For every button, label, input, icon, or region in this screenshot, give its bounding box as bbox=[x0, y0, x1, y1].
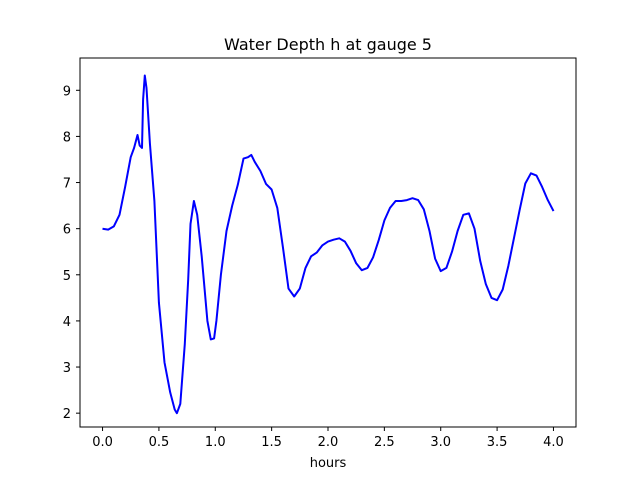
x-tick-label: 2.0 bbox=[318, 435, 339, 450]
x-axis-label: hours bbox=[310, 456, 347, 471]
x-tick-label: 2.5 bbox=[374, 435, 395, 450]
y-tick-label: 3 bbox=[63, 361, 71, 376]
x-tick-label: 1.5 bbox=[261, 435, 282, 450]
y-tick-label: 8 bbox=[63, 130, 71, 145]
x-tick-label: 1.0 bbox=[205, 435, 226, 450]
y-tick-label: 9 bbox=[63, 84, 71, 99]
x-tick-label: 3.0 bbox=[430, 435, 451, 450]
y-tick-label: 5 bbox=[63, 269, 71, 284]
y-tick-label: 7 bbox=[63, 177, 71, 192]
x-tick-label: 4.0 bbox=[543, 435, 564, 450]
y-tick-label: 6 bbox=[63, 223, 71, 238]
x-tick-label: 3.5 bbox=[487, 435, 508, 450]
x-tick-label: 0.0 bbox=[92, 435, 113, 450]
y-tick-label: 4 bbox=[63, 315, 71, 330]
x-axis-ticks: 0.0 0.5 1.0 1.5 2.0 2.5 3.0 3.5 4.0 bbox=[92, 427, 564, 450]
chart-title: Water Depth h at gauge 5 bbox=[224, 35, 432, 54]
series-line bbox=[102, 74, 555, 415]
y-axis-ticks: 2 3 4 5 6 7 8 9 bbox=[63, 84, 80, 422]
x-tick-label: 0.5 bbox=[149, 435, 170, 450]
y-tick-label: 2 bbox=[63, 407, 71, 422]
